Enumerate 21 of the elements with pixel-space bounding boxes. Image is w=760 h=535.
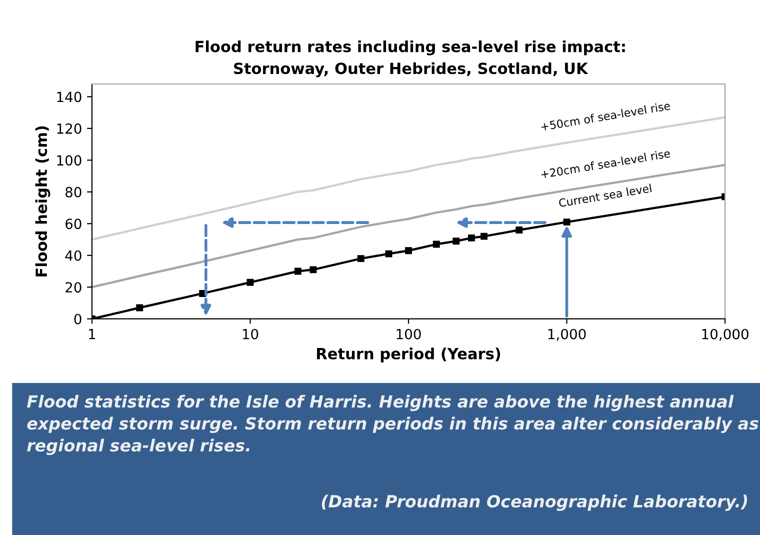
- chart-title: Flood return rates including sea-level rise impact: Stornoway, Outer Hebrides, Scotland, UK: [196, 40, 625, 78]
- text: Flood statistics for the Isle of Harris. Heights are above the highest annual expected storm surge. Storm return periods in this area alter considerably as regional sea-level rises.: [26, 394, 758, 456]
- x-tick-label: 100: [396, 328, 421, 340]
- x-tick-label: 1: [89, 329, 96, 340]
- text: +20cm of sea-level rise: [540, 148, 670, 178]
- y-tick-label: 0: [74, 314, 82, 324]
- x-tick-label: 10: [242, 328, 258, 340]
- y-tick-label: 60: [66, 218, 82, 230]
- y-tick-label: 140: [57, 92, 82, 102]
- text: +50cm of sea-level rise: [540, 101, 670, 131]
- y-tick-label: 20: [66, 282, 82, 293]
- text: (Data: Proudman Oceanographic Laboratory.): [322, 494, 748, 511]
- y-tick-label: 80: [66, 186, 82, 198]
- y-tick-label: 120: [57, 123, 82, 134]
- y-axis-title: Flood height (cm): [35, 126, 50, 276]
- text: Current sea level: [558, 184, 652, 208]
- y-tick-label: 40: [65, 250, 82, 261]
- x-tick-label: 1,000: [548, 328, 586, 341]
- y-tick-label: 100: [57, 155, 82, 166]
- x-axis-title: Return period (Years): [317, 348, 500, 362]
- x-tick-label: 10,000: [702, 328, 748, 341]
